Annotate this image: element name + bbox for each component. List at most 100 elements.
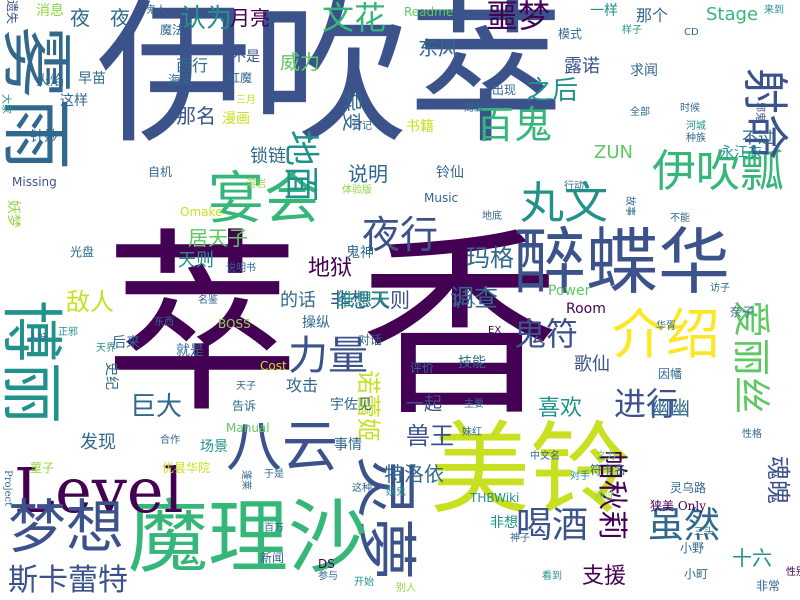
cloud-word: 伊吹萃	[96, 0, 564, 165]
cloud-word: 时候	[680, 103, 700, 114]
cloud-word: 魂魄	[764, 456, 792, 504]
cloud-word: 河城	[686, 121, 706, 132]
cloud-word: 妖梦	[5, 200, 21, 228]
cloud-word: 醉蝶华	[514, 220, 731, 304]
cloud-word: 萃	[104, 212, 301, 440]
cloud-word: 操纵	[302, 315, 330, 331]
cloud-word: 博丽	[0, 300, 68, 425]
cloud-word: 全部	[630, 107, 650, 118]
cloud-word: 参与	[318, 571, 338, 582]
cloud-word: 新闻	[260, 551, 285, 565]
cloud-word: 三头	[694, 527, 714, 538]
cloud-word: 魔理沙	[128, 491, 368, 584]
cloud-word: 认为	[180, 4, 233, 34]
cloud-word: 夜	[70, 6, 90, 30]
cloud-word: 菫子	[30, 461, 55, 475]
cloud-word: 符卡名	[590, 463, 627, 477]
cloud-word: 这样	[60, 93, 88, 109]
cloud-word: 就是	[176, 343, 204, 359]
cloud-word: 自机	[148, 165, 173, 179]
cloud-word: 鬼人	[146, 5, 166, 16]
cloud-word: 小町	[684, 567, 709, 581]
cloud-word: 书籍	[406, 119, 434, 135]
cloud-word: 不过	[742, 128, 775, 147]
cloud-word: 漫画	[222, 111, 250, 127]
cloud-word: 火焰	[36, 73, 64, 89]
cloud-word: 兽王	[406, 422, 454, 450]
cloud-word: 地底	[482, 211, 502, 222]
cloud-word: 溶岩	[246, 179, 266, 190]
cloud-word: 十六	[732, 546, 772, 570]
cloud-word: 天界	[96, 343, 116, 354]
cloud-word: THBWiki	[470, 491, 520, 505]
cloud-word: 幽幽	[650, 396, 690, 420]
cloud-word: 进行	[614, 385, 679, 423]
cloud-word: 那名	[176, 104, 216, 128]
cloud-word: 大家	[0, 94, 11, 114]
cloud-word: 不是	[232, 49, 260, 65]
cloud-word: 锁链	[250, 146, 286, 167]
cloud-word: Level	[14, 454, 184, 527]
cloud-word: DS	[318, 557, 335, 571]
cloud-word: 对手	[570, 471, 590, 482]
cloud-word: 天则	[178, 250, 214, 271]
cloud-word: 发现	[80, 432, 116, 453]
cloud-word: 不能	[670, 213, 690, 224]
cloud-word: 光盘	[70, 245, 95, 259]
cloud-word: Music	[424, 191, 459, 205]
cloud-word: 调查	[450, 284, 498, 312]
cloud-word: 居天子	[188, 226, 248, 250]
cloud-word: 故事	[624, 196, 635, 216]
cloud-word: 灵乌路	[670, 481, 707, 495]
cloud-word: 奈子	[730, 305, 755, 319]
cloud-word: 美铃	[430, 411, 630, 528]
cloud-word: 非想天则	[330, 288, 410, 312]
cloud-word: 喜欢	[538, 396, 583, 421]
cloud-word: 体验版	[342, 185, 372, 196]
cloud-word: Readme	[404, 5, 454, 19]
cloud-word: 模式	[558, 27, 583, 41]
cloud-word: 遗失	[5, 0, 19, 25]
cloud-word: 说明书	[226, 263, 256, 274]
cloud-word: 虽然	[648, 505, 721, 546]
cloud-word: CD	[684, 27, 699, 38]
cloud-word: 告诉	[232, 399, 257, 413]
cloud-word: BOSS	[218, 317, 251, 331]
cloud-word: 鬼符	[514, 315, 579, 353]
cloud-word: 于是	[264, 469, 284, 480]
cloud-word: 巨大	[130, 392, 183, 422]
cloud-word: 中文名	[530, 451, 560, 462]
cloud-word: 性别	[786, 567, 800, 578]
cloud-word: 红魔	[228, 71, 253, 85]
cloud-word: 众人	[452, 293, 477, 307]
cloud-word: 地狱	[308, 256, 353, 281]
cloud-word: 丸文	[520, 178, 608, 229]
cloud-word: 性格	[742, 429, 762, 440]
cloud-word: 事情	[334, 437, 362, 453]
cloud-word: 日记	[352, 121, 372, 132]
cloud-word: 铃仙	[436, 165, 464, 181]
cloud-word: 宴会	[208, 167, 320, 232]
cloud-word: Project	[2, 470, 13, 507]
cloud-word: 蓬莱	[240, 470, 251, 490]
cloud-word: 开始	[354, 577, 374, 588]
cloud-word: 通过	[594, 491, 614, 502]
cloud-word: 行动	[564, 181, 584, 192]
cloud-word: 香	[360, 211, 561, 444]
cloud-word: EX	[488, 325, 502, 336]
cloud-word: 海棠	[168, 73, 193, 87]
cloud-word: 异变	[340, 92, 364, 132]
cloud-word: 样子	[622, 25, 642, 36]
cloud-word: 百鬼	[476, 103, 553, 147]
cloud-word: 东西	[154, 317, 174, 328]
cloud-word: ZUN	[594, 142, 633, 163]
cloud-word: 正邪	[58, 327, 78, 338]
cloud-word: 天子	[236, 381, 256, 392]
cloud-word: 华胥	[656, 321, 676, 332]
cloud-word: 梦想	[8, 493, 125, 561]
cloud-word: 魔法	[160, 23, 185, 37]
cloud-word: 地面	[280, 130, 321, 203]
cloud-word: 狭美 Only	[650, 499, 706, 513]
cloud-word: 月亮	[230, 6, 270, 30]
cloud-word: 三月	[236, 95, 256, 106]
